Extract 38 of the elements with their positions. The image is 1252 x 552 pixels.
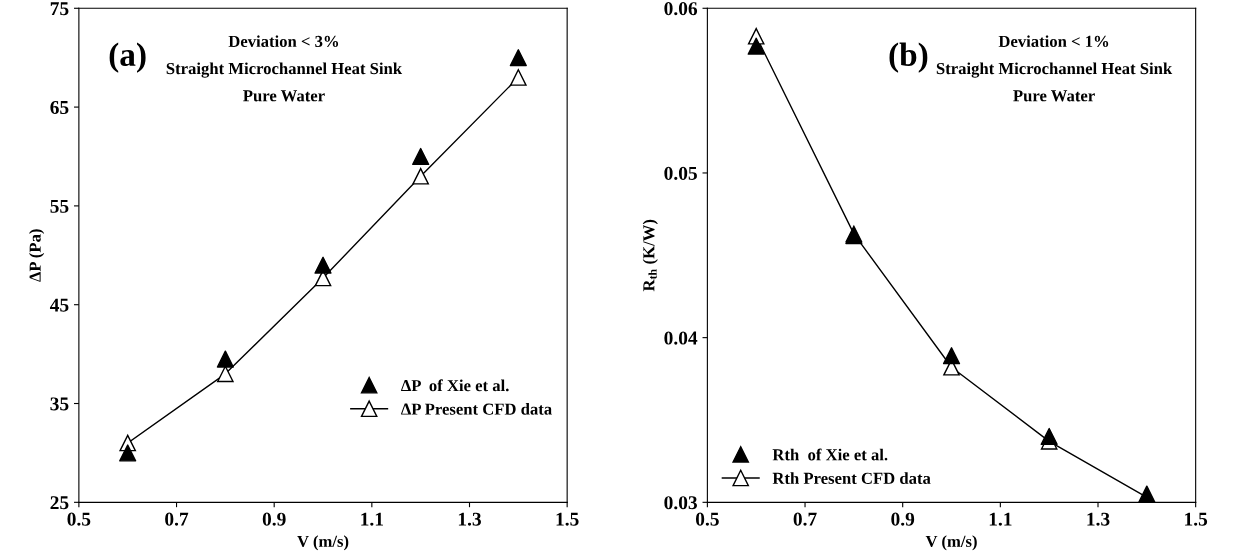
y-tick-label: 55: [50, 199, 69, 213]
y-tick-label: 65: [50, 100, 69, 115]
y-tick-label: 45: [49, 298, 69, 312]
x-axis-title: V (m/s): [297, 535, 349, 551]
x-tick-label: 0.7: [793, 512, 817, 526]
legend-label: ΔP Present CFD data: [401, 403, 552, 415]
x-tick-label: 1.3: [1087, 512, 1110, 526]
legend-label: Rth of Xie et al.: [772, 448, 888, 461]
annotation: (b): [889, 42, 928, 73]
x-tick-label: 1.3: [458, 512, 481, 526]
y-tick-label: 25: [50, 496, 69, 510]
x-tick-label: 1.1: [361, 512, 383, 526]
annotation: Deviation < 3%: [228, 35, 339, 48]
x-tick-label: 1.5: [1185, 512, 1208, 526]
y-tick-label: 75: [50, 2, 69, 16]
annotation: (a): [109, 42, 146, 73]
x-tick-label: 1.5: [556, 512, 579, 526]
annotation: Straight Microchannel Heat Sink: [936, 62, 1173, 78]
x-tick-label: 0.9: [891, 512, 915, 526]
x-axis-title: V (m/s): [925, 535, 977, 551]
x-tick-label: 0.5: [695, 512, 719, 526]
y-axis-title: ΔP (Pa): [29, 229, 45, 282]
x-tick-label: 1.1: [989, 512, 1012, 526]
annotation: Pure Water: [243, 90, 325, 102]
annotation: Pure Water: [1013, 90, 1095, 102]
annotation: Straight Microchannel Heat Sink: [166, 62, 403, 78]
y-tick-label: 0.04: [664, 331, 698, 345]
y-tick-label: 0.03: [664, 496, 697, 510]
x-tick-label: 0.7: [165, 512, 189, 526]
annotation: Deviation < 1%: [998, 35, 1109, 48]
x-tick-label: 0.9: [262, 512, 286, 526]
y-tick-label: 0.05: [664, 166, 697, 180]
x-tick-label: 0.5: [67, 512, 91, 526]
y-tick-label: 0.06: [664, 2, 698, 16]
y-axis-title: R$_{th}$ (K/W): [642, 219, 658, 292]
legend-label: ΔP of Xie et al.: [401, 379, 509, 392]
legend-label: Rth Present CFD data: [772, 472, 931, 484]
y-tick-label: 35: [50, 397, 69, 411]
